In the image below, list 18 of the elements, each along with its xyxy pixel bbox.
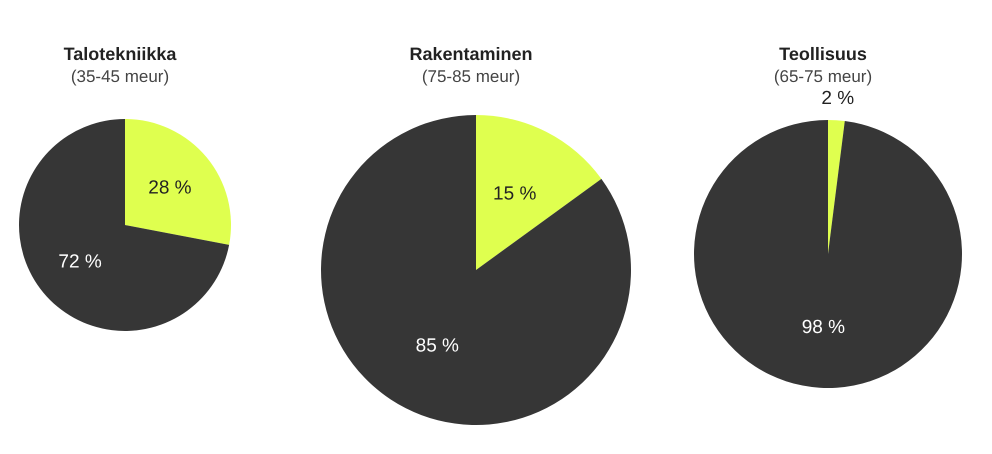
data-label: 2 % [821,88,854,109]
data-label: 28 % [148,177,192,198]
data-label: 85 % [416,335,460,356]
chart-title: Teollisuus [778,44,868,65]
pie-slice [321,115,631,425]
pie-slice [125,119,231,245]
data-label: 15 % [493,184,536,205]
chart-title: Rakentaminen [408,44,534,65]
chart-subtitle: (35-45 meur) [70,67,170,87]
chart-subtitle: (65-75 meur) [772,67,874,87]
pie-slice [694,120,962,388]
pie-slice [19,119,230,331]
data-label: 72 % [58,252,102,273]
chart-title: Talotekniikka [62,44,178,65]
chart-subtitle: (75-85 meur) [420,67,522,87]
pie-slice [476,115,602,270]
pie-slice [828,120,845,254]
data-label: 98 % [802,317,846,338]
